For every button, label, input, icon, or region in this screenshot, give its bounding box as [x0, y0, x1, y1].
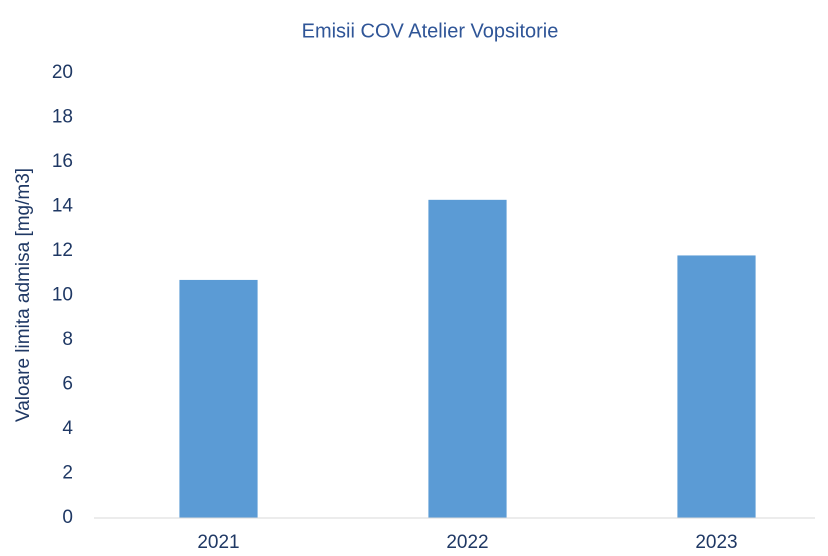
y-tick-label: 6 — [62, 374, 73, 395]
y-tick-label: 20 — [52, 62, 73, 83]
bar — [428, 199, 507, 518]
y-tick-label: 12 — [52, 240, 73, 261]
y-tick-label: 8 — [62, 329, 73, 350]
x-tick-label: 2021 — [197, 532, 239, 553]
y-tick-label: 10 — [52, 285, 73, 306]
y-tick-label: 0 — [62, 507, 73, 528]
y-tick-label: 14 — [52, 196, 74, 217]
y-tick-label: 18 — [52, 107, 73, 128]
x-tick-label: 2022 — [446, 532, 488, 553]
y-tick-label: 2 — [62, 463, 73, 484]
y-tick-label: 4 — [62, 418, 73, 439]
bar — [179, 279, 258, 518]
bar — [677, 255, 756, 518]
y-axis-label: Valoare limita admisa [mg/m3] — [13, 168, 34, 422]
chart-title: Emisii COV Atelier Vopsitorie — [302, 20, 559, 42]
x-tick-label: 2023 — [695, 532, 737, 553]
y-tick-label: 16 — [52, 151, 73, 172]
